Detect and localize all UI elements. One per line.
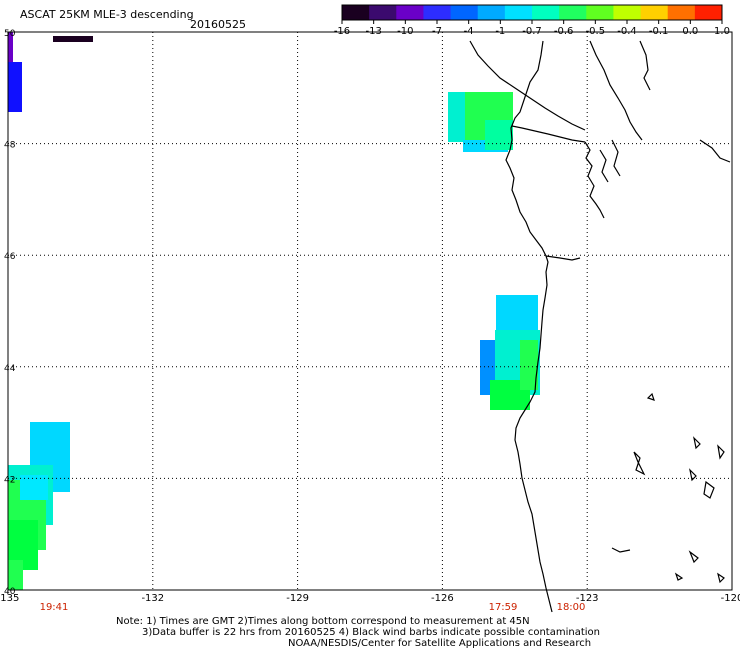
colorbar-segment bbox=[586, 5, 614, 20]
colorbar-segment bbox=[559, 5, 587, 20]
inland-lake-7 bbox=[703, 480, 715, 499]
inland-lake-11 bbox=[717, 572, 725, 584]
swath-cell bbox=[20, 475, 48, 500]
longitude-label: -135 bbox=[0, 593, 19, 604]
inland-lake-1 bbox=[699, 139, 731, 163]
colorbar-segment bbox=[450, 5, 479, 20]
colorbar-segment bbox=[396, 5, 424, 20]
inland-lake-9 bbox=[688, 550, 699, 564]
colorbar-segment bbox=[613, 5, 642, 20]
longitude-label: -129 bbox=[286, 593, 309, 604]
colorbar-segment bbox=[532, 5, 560, 20]
columbia-river bbox=[545, 255, 581, 261]
wind-swaths bbox=[8, 32, 540, 590]
axis-tick-labels: -135 -132 -129 -126 -123 -120 50 48 46 44 42 40 bbox=[0, 29, 740, 604]
map-frame bbox=[7, 31, 733, 591]
note-line-3: NOAA/NESDIS/Center for Satellite Applica… bbox=[288, 638, 592, 649]
inland-lake-2 bbox=[646, 392, 655, 401]
puget-inlet-2 bbox=[611, 139, 621, 177]
map-date: 20160525 bbox=[190, 18, 246, 31]
latitude-label: 46 bbox=[4, 252, 16, 262]
inland-lake-4 bbox=[693, 436, 701, 450]
measurement-time-label: 18:00 bbox=[557, 602, 586, 613]
latitude-label: 42 bbox=[4, 475, 15, 485]
juan-de-fuca-strait bbox=[511, 125, 586, 143]
measurement-time-label: 19:41 bbox=[40, 602, 69, 613]
longitude-label: -123 bbox=[576, 593, 599, 604]
time-labels: 19:41 17:59 18:00 bbox=[40, 602, 586, 613]
inland-lake-8 bbox=[611, 547, 631, 553]
latitude-label: 48 bbox=[4, 141, 16, 151]
swath-cell bbox=[8, 32, 13, 62]
swath-cell bbox=[520, 340, 538, 390]
swath-cell bbox=[496, 295, 538, 335]
colorbar-segment bbox=[423, 5, 452, 20]
swath-cell bbox=[8, 62, 22, 112]
colorbar-segment bbox=[477, 5, 506, 20]
longitude-label: -132 bbox=[141, 593, 164, 604]
bc-mainland-coast bbox=[589, 40, 643, 141]
colorbar-segment bbox=[640, 5, 669, 20]
puget-inlet-1 bbox=[599, 149, 609, 183]
colorbar-segment bbox=[342, 5, 370, 20]
bc-inlet bbox=[639, 40, 651, 91]
latitude-label: 44 bbox=[4, 364, 16, 374]
vancouver-island-coast bbox=[469, 40, 586, 131]
longitude-label: -126 bbox=[431, 593, 454, 604]
map-title: ASCAT 25KM MLE-3 descending bbox=[20, 8, 194, 21]
longitude-label: -120 bbox=[721, 593, 740, 604]
latitude-label: 50 bbox=[4, 29, 16, 39]
inland-lake-5 bbox=[717, 444, 725, 460]
colorbar-segment bbox=[694, 5, 723, 20]
note-line-2: 3)Data buffer is 22 hrs from 20160525 4)… bbox=[142, 627, 600, 638]
inland-lake-10 bbox=[674, 572, 684, 581]
note-line-1: Note: 1) Times are GMT 2)Times along bot… bbox=[116, 616, 530, 627]
colorbar-segment bbox=[504, 5, 533, 20]
coastline bbox=[469, 40, 731, 613]
inland-lake-3 bbox=[633, 451, 646, 476]
inland-lake-6 bbox=[689, 468, 697, 482]
swath-cell bbox=[53, 36, 93, 42]
us-west-coastline bbox=[505, 40, 553, 613]
colorbar-segment bbox=[667, 5, 696, 20]
puget-sound bbox=[584, 141, 605, 219]
swath-cell bbox=[448, 92, 468, 142]
lat-lon-grid bbox=[7, 31, 733, 591]
measurement-time-label: 17:59 bbox=[489, 602, 518, 613]
swath-cell bbox=[8, 560, 23, 590]
swath-cell bbox=[485, 120, 513, 150]
latitude-label: 40 bbox=[4, 587, 16, 597]
colorbar-segment bbox=[369, 5, 397, 20]
